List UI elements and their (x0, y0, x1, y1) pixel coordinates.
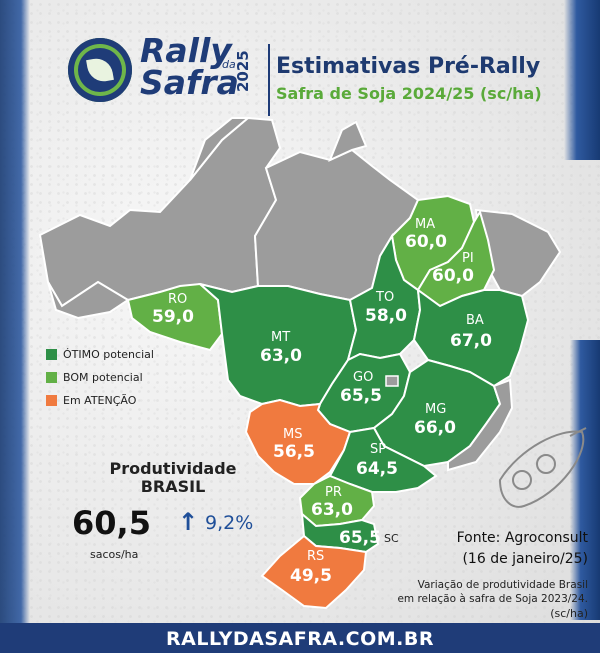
state-label-to: TO 58,0 (365, 290, 407, 326)
productivity-variation: 9,2% (205, 512, 254, 534)
svg-text:SC: SC (384, 532, 399, 545)
state-label-pi: PI 60,0 (432, 251, 474, 286)
header-divider (268, 44, 270, 116)
logo-text-rally: Rally (140, 31, 232, 70)
footer-website: RALLYDASAFRA.COM.BR (166, 628, 434, 650)
state-label-rs: RS 49,5 (290, 549, 332, 586)
source-text: Fonte: Agroconsult (456, 530, 588, 546)
state-label-mg: MG 66,0 (414, 402, 456, 438)
legend-label: BOM potencial (63, 371, 143, 384)
svg-text:GO: GO (353, 370, 373, 385)
variation-note-line2: em relação à safra de Soja 2023/24. (397, 592, 588, 605)
legend-item-bom: BOM potencial (46, 367, 143, 386)
svg-text:PI: PI (462, 251, 474, 266)
source-date: (16 de janeiro/25) (462, 551, 588, 567)
state-shape-df (385, 375, 399, 387)
svg-text:MA: MA (415, 217, 435, 232)
productivity-value: 60,5 (72, 504, 151, 542)
right-bottom-brush-frame (570, 340, 600, 620)
productivity-unit: sacos/ha (90, 548, 139, 561)
legend-item-otimo: ÓTIMO potencial (46, 344, 154, 363)
state-shape-ac (47, 280, 130, 320)
svg-text:TO: TO (375, 290, 394, 305)
svg-text:56,5: 56,5 (273, 442, 315, 462)
state-label-go: GO 65,5 (340, 370, 382, 406)
state-shape-ap (328, 120, 368, 162)
variation-note: Variação de produtividade Brasil em rela… (380, 579, 588, 606)
svg-text:59,0: 59,0 (152, 307, 194, 327)
svg-text:60,0: 60,0 (405, 232, 447, 252)
right-top-brush-frame (564, 0, 600, 160)
svg-text:BA: BA (466, 313, 484, 328)
state-label-ma: MA 60,0 (405, 217, 447, 252)
productivity-title-line2: BRASIL (140, 477, 206, 497)
svg-text:MT: MT (271, 330, 290, 345)
svg-text:MG: MG (425, 402, 446, 417)
arrow-up-icon: ↑ (178, 508, 199, 536)
logo-text-da: da (222, 58, 236, 71)
svg-text:MS: MS (283, 427, 302, 442)
svg-text:65,5: 65,5 (339, 528, 381, 548)
logo-text-safra: Safra (140, 63, 239, 102)
state-shape-es-rj (447, 378, 514, 472)
svg-text:PR: PR (325, 485, 342, 500)
state-label-sc: 65,5 SC (339, 528, 399, 548)
svg-text:60,0: 60,0 (432, 266, 474, 286)
footer-bar (0, 623, 600, 653)
soybean-pod-icon (498, 427, 587, 508)
legend-swatch-otimo (46, 349, 57, 360)
svg-text:58,0: 58,0 (365, 306, 407, 326)
legend-label: Em ATENÇÃO (63, 394, 137, 407)
svg-text:RS: RS (307, 549, 324, 564)
svg-text:67,0: 67,0 (450, 331, 492, 351)
svg-text:66,0: 66,0 (414, 418, 456, 438)
productivity-title-line1: Produtividade (109, 459, 237, 478)
state-label-pr: PR 63,0 (311, 485, 353, 520)
legend-swatch-atencao (46, 395, 57, 406)
svg-text:63,0: 63,0 (311, 500, 353, 520)
svg-text:63,0: 63,0 (260, 346, 302, 366)
state-label-mt: MT 63,0 (260, 330, 302, 366)
legend-item-atencao: Em ATENÇÃO (46, 390, 136, 409)
svg-text:SP: SP (370, 442, 386, 457)
variation-note-line1: Variação de produtividade Brasil (417, 579, 588, 591)
svg-text:49,5: 49,5 (290, 566, 332, 586)
variation-note-unit: (sc/ha) (550, 607, 588, 620)
state-label-sp: SP 64,5 (356, 442, 398, 479)
legend-swatch-bom (46, 372, 57, 383)
state-shape-rs (260, 534, 368, 610)
svg-text:64,5: 64,5 (356, 459, 398, 479)
left-brush-frame (0, 0, 30, 653)
svg-text:65,5: 65,5 (340, 386, 382, 406)
page-subtitle: Safra de Soja 2024/25 (sc/ha) (276, 84, 542, 103)
page-title: Estimativas Pré-Rally (276, 54, 541, 79)
state-label-ms: MS 56,5 (273, 427, 315, 462)
state-label-ba: BA 67,0 (450, 313, 492, 351)
state-shape-am (38, 116, 282, 308)
productivity-title: Produtividade BRASIL (108, 459, 238, 497)
legend-label: ÓTIMO potencial (63, 348, 154, 361)
state-label-ro: RO 59,0 (152, 292, 194, 327)
svg-text:RO: RO (168, 292, 187, 307)
state-shape-rr (189, 117, 251, 181)
state-shape-ba (412, 287, 530, 388)
